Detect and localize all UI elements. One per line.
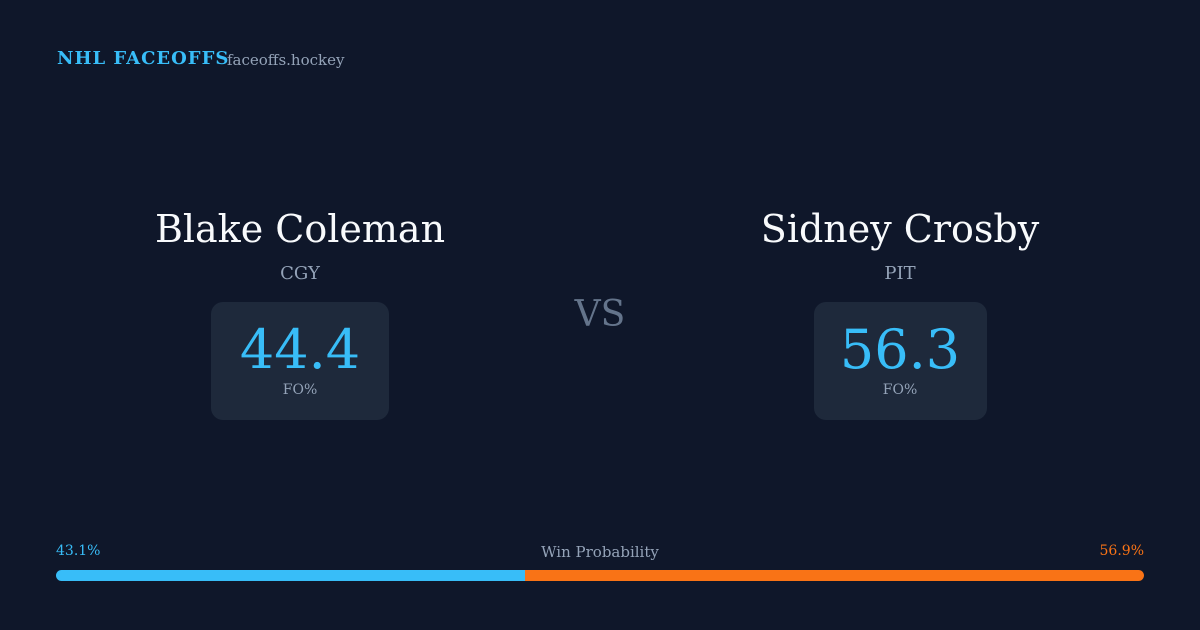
player-name: Blake Coleman — [154, 207, 446, 251]
brand: NHL FACEOFFS — [57, 48, 230, 69]
stat-card — [211, 302, 389, 420]
team: CGY — [280, 263, 320, 284]
stat-card — [814, 302, 987, 420]
win-prob-label: 43.1% — [56, 543, 101, 559]
team: PIT — [884, 263, 916, 284]
win-prob-title: Win Probability — [541, 543, 659, 561]
win-prob-bar — [56, 570, 1144, 581]
stat-value: 56.3 — [839, 318, 961, 381]
player-name: Sidney Crosby — [760, 207, 1040, 251]
win-prob-segment — [524, 570, 1144, 581]
versus: VS — [574, 294, 626, 335]
stat-label: FO% — [882, 382, 918, 398]
site: faceoffs.hockey — [227, 51, 345, 69]
win-prob-label: 56.9% — [1099, 543, 1144, 559]
stat-label: FO% — [282, 382, 318, 398]
win-prob-segment — [56, 570, 525, 581]
stat-value: 44.4 — [239, 318, 361, 381]
